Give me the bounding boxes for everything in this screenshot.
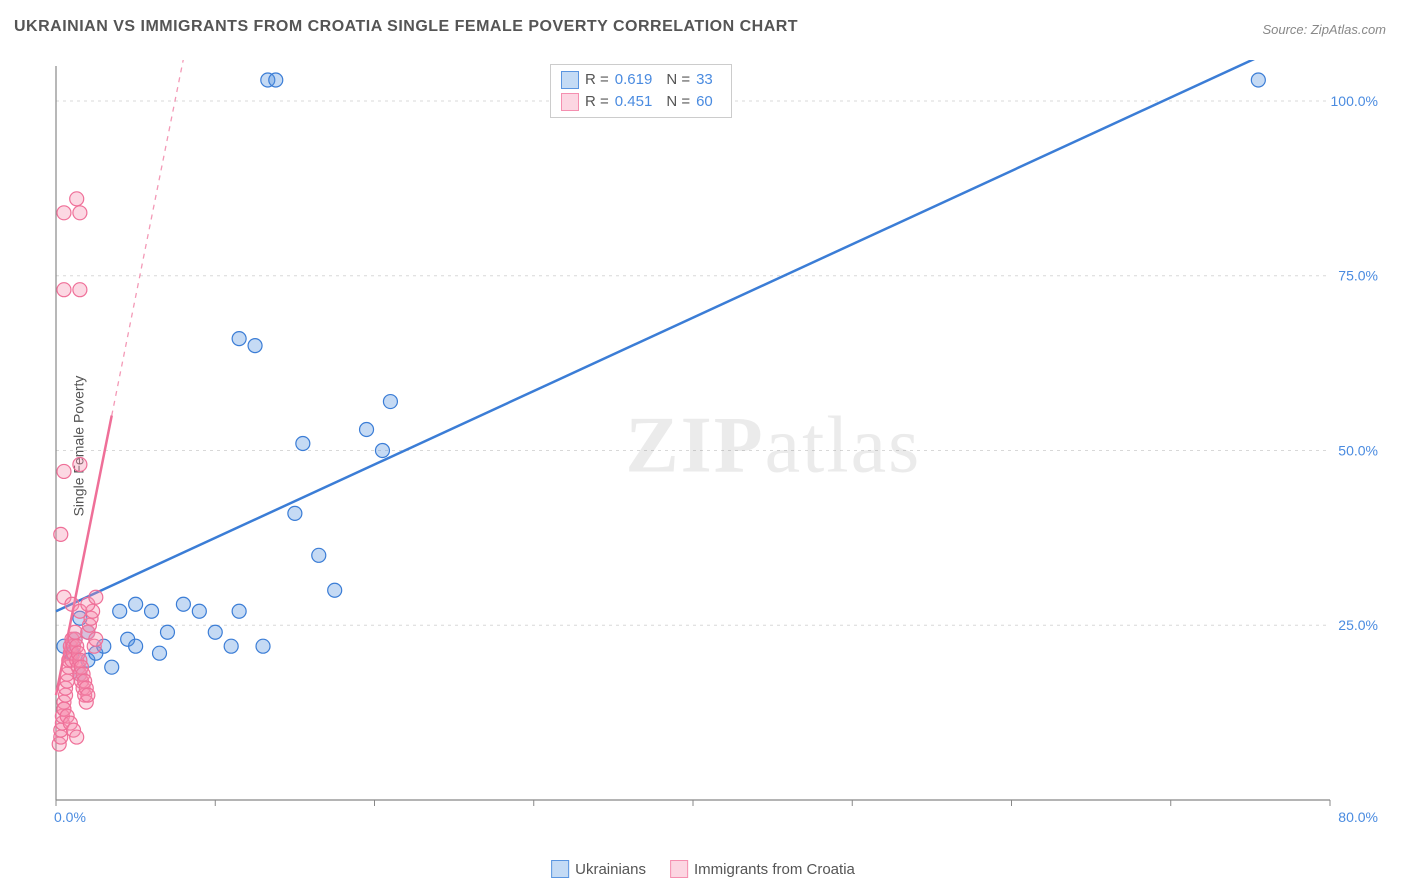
r-value: 0.619 (615, 69, 653, 91)
chart-container: UKRAINIAN VS IMMIGRANTS FROM CROATIA SIN… (0, 0, 1406, 892)
legend-label: Ukrainians (575, 861, 646, 878)
scatter-chart: 25.0% 50.0% 75.0% 100.0% 0.0% 80.0% (50, 60, 1390, 830)
svg-text:50.0%: 50.0% (1338, 442, 1378, 458)
n-label: N = (666, 69, 690, 91)
r-label: R = (585, 69, 609, 91)
svg-text:80.0%: 80.0% (1338, 809, 1378, 825)
legend-item: Immigrants from Croatia (670, 860, 855, 878)
legend-label: Immigrants from Croatia (694, 861, 855, 878)
chart-title: UKRAINIAN VS IMMIGRANTS FROM CROATIA SIN… (14, 18, 798, 36)
n-value: 33 (696, 69, 713, 91)
legend-stats: R = 0.619 N = 33 R = 0.451 N = 60 (550, 64, 732, 118)
legend-swatch (670, 860, 688, 878)
r-label: R = (585, 91, 609, 113)
legend-series: Ukrainians Immigrants from Croatia (551, 860, 855, 878)
legend-stats-row: R = 0.451 N = 60 (561, 91, 721, 113)
legend-swatch (551, 860, 569, 878)
r-value: 0.451 (615, 91, 653, 113)
svg-text:25.0%: 25.0% (1338, 617, 1378, 633)
n-value: 60 (696, 91, 713, 113)
legend-item: Ukrainians (551, 860, 646, 878)
source-label: Source: ZipAtlas.com (1262, 22, 1386, 37)
plot-area: 25.0% 50.0% 75.0% 100.0% 0.0% 80.0% (50, 60, 1390, 830)
svg-text:100.0%: 100.0% (1331, 93, 1378, 109)
legend-swatch (561, 93, 579, 111)
svg-text:75.0%: 75.0% (1338, 268, 1378, 284)
legend-stats-row: R = 0.619 N = 33 (561, 69, 721, 91)
legend-swatch (561, 71, 579, 89)
n-label: N = (666, 91, 690, 113)
svg-text:0.0%: 0.0% (54, 809, 86, 825)
